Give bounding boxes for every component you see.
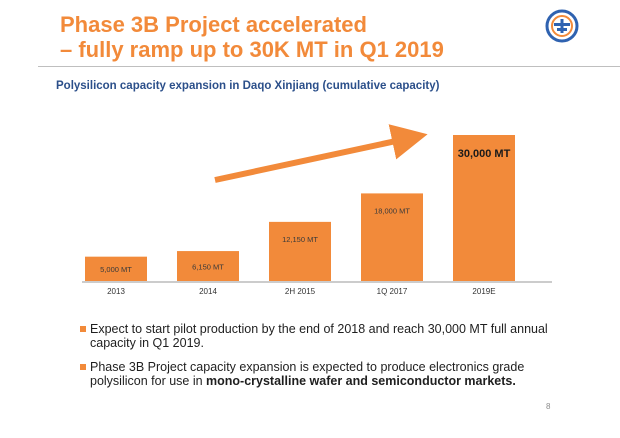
data-label: 5,000 MT (100, 265, 132, 274)
data-label: 6,150 MT (192, 263, 224, 272)
bullet-text-bold: mono-crystalline wafer and semiconductor… (206, 374, 516, 388)
company-logo-icon (545, 9, 579, 43)
slide-title: Phase 3B Project accelerated – fully ram… (60, 12, 444, 62)
bar-2014 (177, 251, 239, 281)
chart-subtitle: Polysilicon capacity expansion in Daqo X… (56, 80, 440, 92)
bullet-item: Expect to start pilot production by the … (80, 322, 550, 350)
data-label: 12,150 MT (282, 235, 318, 244)
bullet-list: Expect to start pilot production by the … (80, 322, 550, 398)
x-tick-label: 2014 (199, 287, 217, 296)
x-tick-label: 2H 2015 (285, 287, 316, 296)
bar-1q-2017 (361, 193, 423, 281)
bullet-text: Expect to start pilot production by the … (90, 322, 548, 350)
bar-2019e (453, 135, 515, 281)
x-tick-label: 2013 (107, 287, 125, 296)
title-divider (38, 66, 620, 67)
bar-2013 (85, 256, 147, 281)
trend-arrow (214, 124, 428, 183)
page-number: 8 (546, 402, 551, 411)
title-line-2: – fully ramp up to 30K MT in Q1 2019 (60, 37, 444, 62)
data-label: 30,000 MT (458, 148, 511, 160)
x-tick-label: 2019E (472, 287, 495, 296)
title-line-1: Phase 3B Project accelerated (60, 12, 367, 37)
bullet-item: Phase 3B Project capacity expansion is e… (80, 360, 550, 388)
bar-2h-2015 (269, 221, 331, 281)
x-tick-label: 1Q 2017 (377, 287, 408, 296)
bullet-text: Phase 3B Project capacity expansion is e… (90, 360, 525, 388)
data-label: 18,000 MT (374, 206, 410, 215)
